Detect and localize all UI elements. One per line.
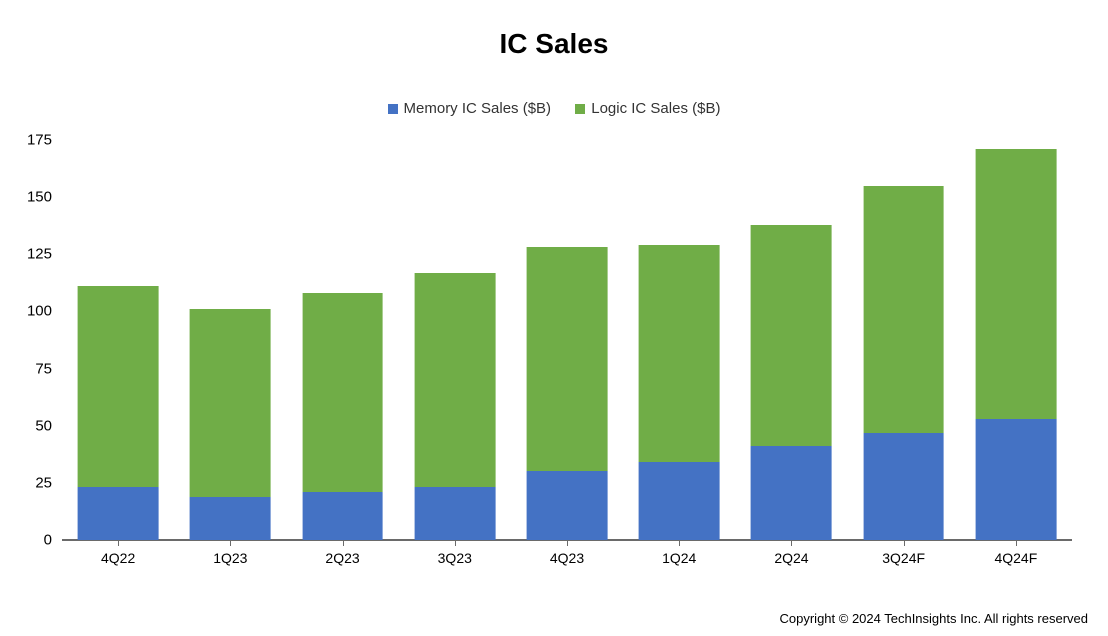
bar-segment-logic [975, 149, 1056, 419]
legend-swatch-memory [388, 104, 398, 114]
category-slot: 2Q24 [735, 140, 847, 540]
category-slot: 4Q24F [960, 140, 1072, 540]
x-tick-mark [567, 540, 568, 546]
bar-stack [78, 286, 159, 540]
x-tick-mark [343, 540, 344, 546]
bar-stack [639, 245, 720, 540]
bar-segment-memory [751, 446, 832, 540]
x-tick-label: 1Q23 [213, 550, 247, 566]
bar-segment-memory [78, 487, 159, 540]
x-tick-mark [230, 540, 231, 546]
plot-area: 02550751001251501754Q221Q232Q233Q234Q231… [62, 140, 1072, 540]
y-tick-label: 150 [27, 189, 52, 206]
x-tick-mark [679, 540, 680, 546]
category-slot: 4Q22 [62, 140, 174, 540]
y-tick-label: 100 [27, 303, 52, 320]
x-tick-mark [455, 540, 456, 546]
bar-segment-logic [863, 186, 944, 433]
bar-stack [414, 273, 495, 540]
bar-stack [863, 186, 944, 540]
bar-stack [751, 225, 832, 540]
bar-segment-logic [639, 245, 720, 462]
y-tick-label: 75 [35, 360, 52, 377]
y-tick-label: 50 [35, 417, 52, 434]
legend-label-logic: Logic IC Sales ($B) [591, 100, 720, 117]
x-tick-label: 3Q24F [882, 550, 925, 566]
ic-sales-chart: IC Sales Memory IC Sales ($B) Logic IC S… [0, 0, 1108, 636]
bar-stack [975, 149, 1056, 540]
bar-segment-logic [190, 309, 271, 496]
category-slot: 1Q24 [623, 140, 735, 540]
bar-segment-memory [527, 471, 608, 540]
copyright-text: Copyright © 2024 TechInsights Inc. All r… [780, 611, 1089, 626]
category-slot: 2Q23 [286, 140, 398, 540]
legend-item-logic: Logic IC Sales ($B) [575, 100, 720, 117]
category-slot: 3Q23 [399, 140, 511, 540]
x-tick-mark [118, 540, 119, 546]
chart-title: IC Sales [0, 28, 1108, 60]
bar-stack [527, 247, 608, 540]
bar-segment-logic [414, 273, 495, 488]
legend-item-memory: Memory IC Sales ($B) [388, 100, 552, 117]
y-tick-label: 25 [35, 474, 52, 491]
bar-segment-memory [863, 433, 944, 540]
category-slot: 4Q23 [511, 140, 623, 540]
legend-label-memory: Memory IC Sales ($B) [404, 100, 552, 117]
x-tick-label: 4Q22 [101, 550, 135, 566]
bar-segment-logic [751, 225, 832, 447]
bar-stack [302, 293, 383, 540]
x-tick-label: 3Q23 [438, 550, 472, 566]
category-slot: 3Q24F [848, 140, 960, 540]
y-tick-label: 125 [27, 246, 52, 263]
category-slot: 1Q23 [174, 140, 286, 540]
y-tick-label: 175 [27, 132, 52, 149]
x-tick-label: 1Q24 [662, 550, 696, 566]
x-tick-mark [1016, 540, 1017, 546]
x-tick-mark [791, 540, 792, 546]
x-tick-label: 2Q24 [774, 550, 808, 566]
bar-segment-memory [639, 462, 720, 540]
bar-segment-logic [302, 293, 383, 492]
bar-segment-memory [414, 487, 495, 540]
legend-swatch-logic [575, 104, 585, 114]
bar-stack [190, 309, 271, 540]
x-tick-label: 4Q24F [994, 550, 1037, 566]
bar-segment-logic [527, 247, 608, 471]
x-tick-label: 2Q23 [325, 550, 359, 566]
bar-segment-logic [78, 286, 159, 487]
bar-segment-memory [302, 492, 383, 540]
bar-segment-memory [190, 497, 271, 540]
x-tick-mark [904, 540, 905, 546]
x-tick-label: 4Q23 [550, 550, 584, 566]
bar-segment-memory [975, 419, 1056, 540]
y-tick-label: 0 [44, 532, 52, 549]
legend: Memory IC Sales ($B) Logic IC Sales ($B) [0, 100, 1108, 118]
